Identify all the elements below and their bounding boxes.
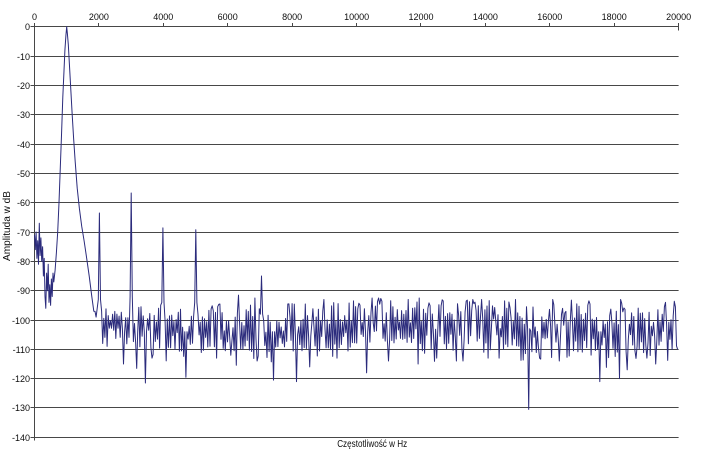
svg-text:-110: -110 bbox=[13, 345, 30, 355]
svg-text:-140: -140 bbox=[12, 433, 30, 443]
svg-text:-40: -40 bbox=[17, 140, 30, 150]
svg-text:-130: -130 bbox=[12, 403, 30, 413]
svg-text:8000: 8000 bbox=[282, 12, 302, 22]
svg-text:-20: -20 bbox=[17, 81, 30, 91]
svg-text:-30: -30 bbox=[17, 110, 30, 120]
svg-text:-90: -90 bbox=[17, 286, 30, 296]
svg-text:20000: 20000 bbox=[666, 12, 691, 22]
svg-text:-50: -50 bbox=[17, 169, 30, 179]
svg-text:2000: 2000 bbox=[89, 12, 109, 22]
svg-text:18000: 18000 bbox=[602, 12, 627, 22]
svg-text:Amplituda w dB: Amplituda w dB bbox=[2, 191, 13, 261]
svg-text:10000: 10000 bbox=[344, 12, 369, 22]
svg-text:Częstotliwość w Hz: Częstotliwość w Hz bbox=[337, 439, 407, 450]
svg-text:12000: 12000 bbox=[408, 12, 433, 22]
svg-text:4000: 4000 bbox=[153, 12, 173, 22]
svg-text:-70: -70 bbox=[17, 228, 30, 238]
svg-text:-10: -10 bbox=[17, 52, 30, 62]
svg-text:14000: 14000 bbox=[473, 12, 498, 22]
svg-text:0: 0 bbox=[25, 22, 30, 32]
svg-text:6000: 6000 bbox=[218, 12, 238, 22]
svg-text:0: 0 bbox=[32, 12, 37, 22]
svg-text:-120: -120 bbox=[12, 374, 30, 384]
svg-text:-60: -60 bbox=[17, 198, 30, 208]
svg-text:-80: -80 bbox=[17, 257, 30, 267]
svg-text:16000: 16000 bbox=[537, 12, 562, 22]
svg-text:-100: -100 bbox=[12, 316, 30, 326]
